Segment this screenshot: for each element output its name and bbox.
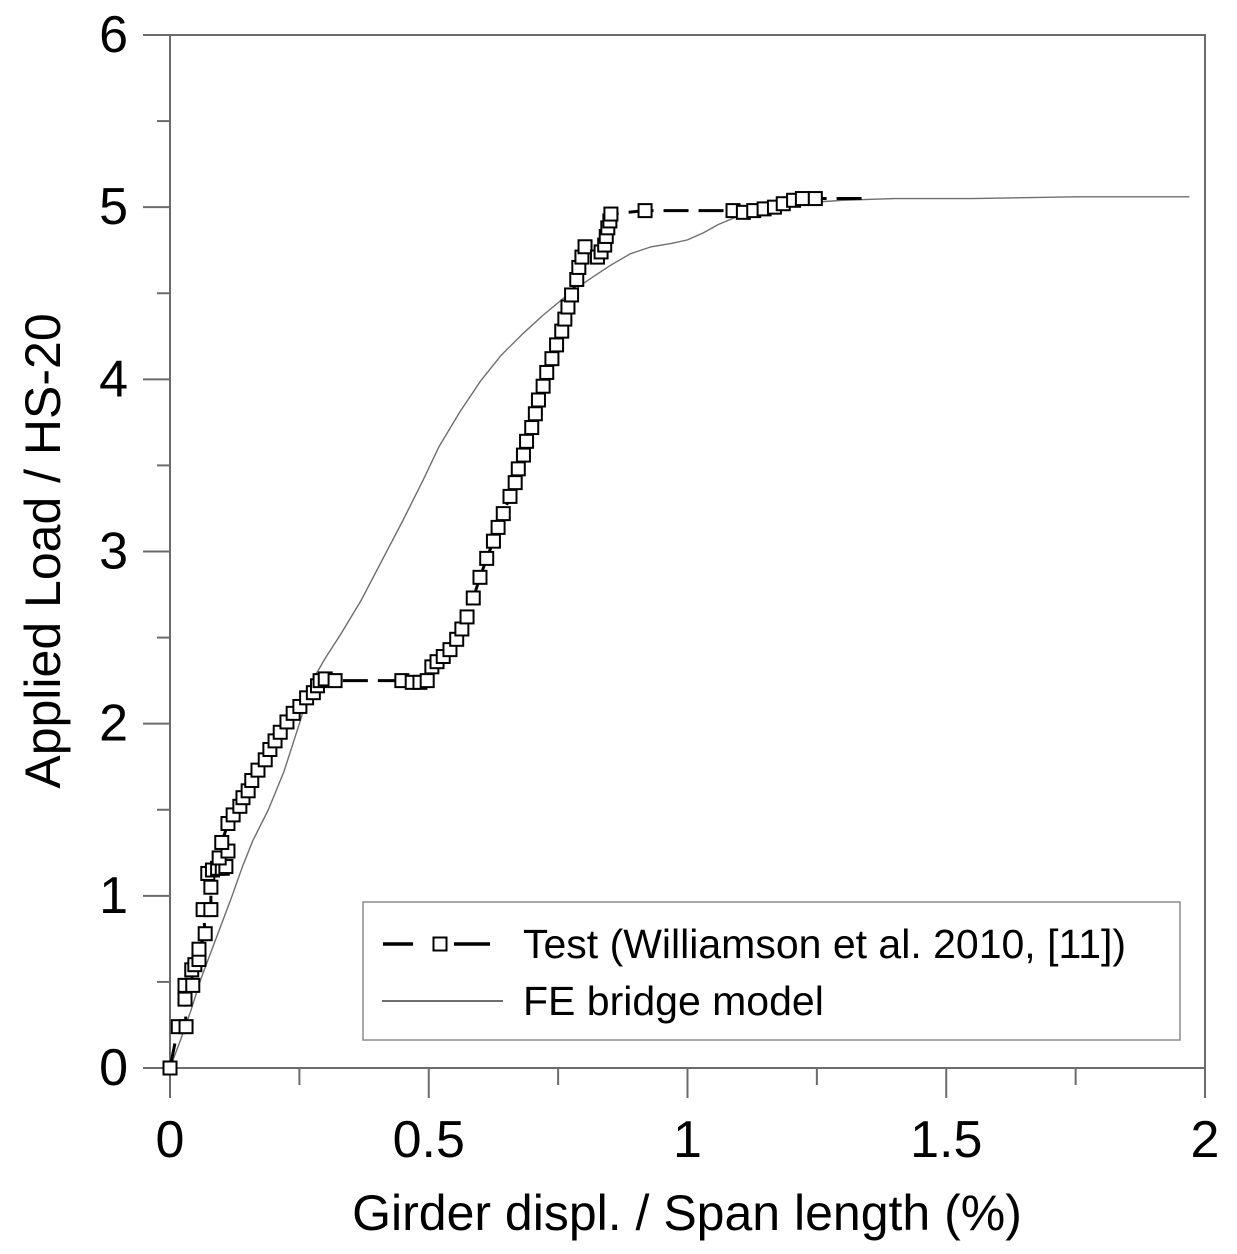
square-marker	[185, 977, 201, 993]
square-marker	[519, 433, 535, 449]
legend-sample-test	[383, 936, 490, 952]
legend: Test (Williamson et al. 2010, [11]) FE b…	[362, 901, 1181, 1041]
y-axis-title: Applied Load / HS-20	[15, 313, 71, 788]
square-marker	[507, 475, 523, 491]
square-marker	[454, 621, 470, 637]
square-marker	[637, 203, 653, 219]
square-marker	[203, 902, 219, 918]
legend-label-test: Test (Williamson et al. 2010, [11])	[523, 921, 1126, 967]
square-marker	[459, 609, 475, 625]
square-marker	[510, 461, 526, 477]
test-series-markers	[162, 191, 823, 1076]
square-marker	[485, 533, 501, 549]
square-marker	[554, 323, 570, 339]
square-marker	[191, 941, 207, 957]
square-marker	[560, 299, 576, 315]
legend-test-marker-icon	[432, 936, 448, 952]
square-marker	[203, 879, 219, 895]
axis-tick-labels: 0 0.5 1 1.5 2 0 1 2 3 4 5 6	[99, 6, 1219, 1169]
square-marker	[530, 392, 546, 408]
square-marker	[197, 926, 213, 942]
y-tick-label: 4	[99, 350, 128, 408]
square-marker	[472, 569, 488, 585]
square-marker	[419, 673, 435, 689]
square-marker	[564, 287, 580, 303]
legend-box	[362, 901, 1181, 1041]
y-tick-label: 0	[99, 1039, 128, 1097]
legend-label-fe: FE bridge model	[523, 978, 824, 1024]
square-marker	[577, 239, 593, 255]
x-tick-label: 2	[1191, 1111, 1220, 1169]
y-tick-label: 5	[99, 178, 128, 236]
y-tick-label: 3	[99, 523, 128, 581]
square-marker	[502, 488, 518, 504]
square-marker	[515, 447, 531, 463]
square-marker	[495, 506, 511, 522]
square-marker	[327, 673, 343, 689]
square-marker	[807, 191, 823, 207]
square-marker	[178, 1019, 194, 1035]
square-marker	[549, 337, 565, 353]
square-marker	[603, 206, 619, 222]
x-tick-label: 0	[156, 1111, 185, 1169]
x-tick-label: 0.5	[393, 1111, 465, 1169]
square-marker	[524, 420, 540, 436]
square-marker	[557, 311, 573, 327]
x-axis-title: Girder displ. / Span length (%)	[352, 1185, 1022, 1241]
square-marker	[490, 519, 506, 535]
y-tick-label: 2	[99, 695, 128, 753]
square-marker	[794, 191, 810, 207]
square-marker	[177, 991, 193, 1007]
x-tick-label: 1.5	[910, 1111, 982, 1169]
square-marker	[539, 364, 555, 380]
data-series	[162, 191, 1190, 1076]
square-marker	[535, 378, 551, 394]
square-marker	[569, 271, 585, 287]
y-tick-label: 1	[99, 867, 128, 925]
square-marker	[162, 1060, 178, 1076]
square-marker	[479, 550, 495, 566]
x-tick-label: 1	[673, 1111, 702, 1169]
square-marker	[214, 834, 230, 850]
y-tick-label: 6	[99, 6, 128, 64]
square-marker	[465, 590, 481, 606]
square-marker	[527, 406, 543, 422]
axis-ticks	[143, 34, 1206, 1098]
square-marker	[544, 351, 560, 367]
